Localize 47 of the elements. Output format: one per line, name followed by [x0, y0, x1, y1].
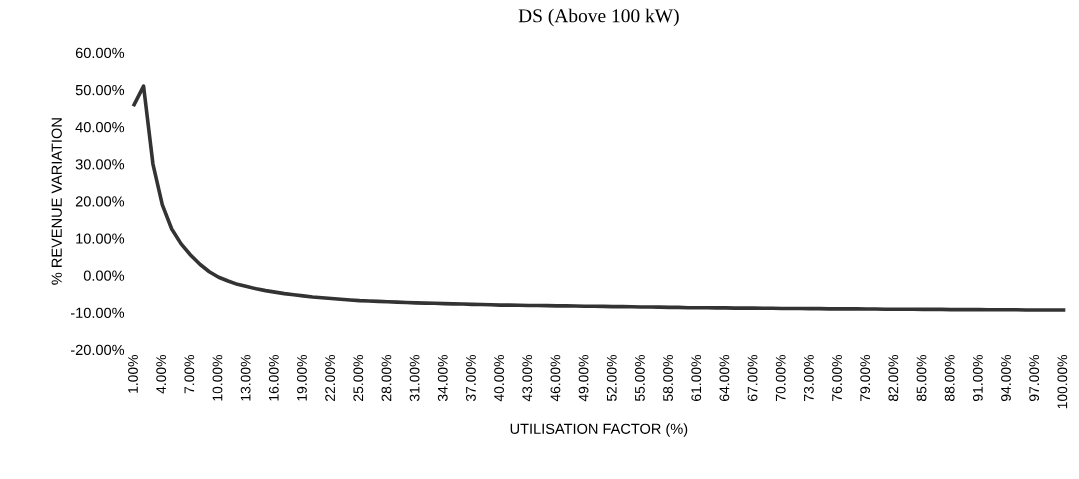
y-tick-label: 40.00% [75, 122, 125, 133]
x-tick-label: 58.00% [663, 355, 673, 402]
line-series [132, 84, 1066, 312]
x-tick-label: 67.00% [747, 355, 758, 401]
x-tick-label: 13.00% [240, 355, 251, 401]
x-tick-label: 22.00% [325, 355, 336, 401]
x-tick-label: 82.00% [888, 355, 899, 402]
x-tick-label: 52.00% [606, 355, 617, 402]
y-axis-title: % REVENUE VARIATION [51, 118, 62, 285]
x-tick-label: 28.00% [381, 355, 392, 401]
x-tick-label: 4.00% [156, 355, 167, 394]
x-tick-label: 7.00% [184, 355, 195, 394]
x-tick-label: 64.00% [719, 355, 730, 401]
x-tick-label: 25.00% [353, 355, 364, 401]
x-tick-label: 55.00% [634, 355, 645, 402]
x-tick-label: 49.00% [578, 355, 589, 402]
x-tick-label: 85.00% [916, 355, 927, 402]
x-tick-label: 43.00% [522, 355, 533, 402]
x-tick-label: 37.00% [466, 355, 476, 402]
y-tick-label: 50.00% [75, 84, 125, 96]
x-tick-label: 34.00% [437, 355, 448, 402]
x-tick-label: 46.00% [550, 355, 561, 402]
x-tick-label: 88.00% [944, 355, 955, 402]
x-tick-label: 10.00% [212, 355, 223, 401]
y-tick-label: 10.00% [76, 233, 125, 244]
x-tick-label: 61.00% [691, 355, 702, 401]
x-tick-label: 31.00% [409, 355, 420, 402]
chart-title: DS (Above 100 kW) [518, 8, 679, 27]
y-tick-label: 20.00% [75, 196, 125, 207]
y-tick-label: -20.00% [70, 344, 125, 356]
x-axis-title: UTILISATION FACTOR (%) [510, 423, 688, 437]
x-tick-label: 1.00% [128, 355, 138, 393]
x-tick-label: 97.00% [1029, 355, 1040, 401]
x-tick-label: 79.00% [860, 355, 871, 401]
y-tick-label: 0.00% [83, 270, 125, 281]
x-tick-label: 40.00% [494, 355, 505, 402]
x-tick-label: 16.00% [268, 355, 279, 401]
x-tick-label: 94.00% [1001, 355, 1011, 401]
y-tick-label: 30.00% [75, 159, 125, 170]
x-tick-label: 19.00% [297, 355, 307, 401]
x-tick-label: 100.00% [1057, 355, 1068, 409]
x-tick-label: 91.00% [972, 355, 983, 401]
x-tick-label: 73.00% [803, 355, 814, 401]
x-tick-label: 76.00% [832, 355, 842, 401]
x-tick-label: 70.00% [775, 355, 786, 401]
y-tick-label: -10.00% [70, 307, 125, 318]
y-tick-label: 60.00% [75, 47, 125, 59]
